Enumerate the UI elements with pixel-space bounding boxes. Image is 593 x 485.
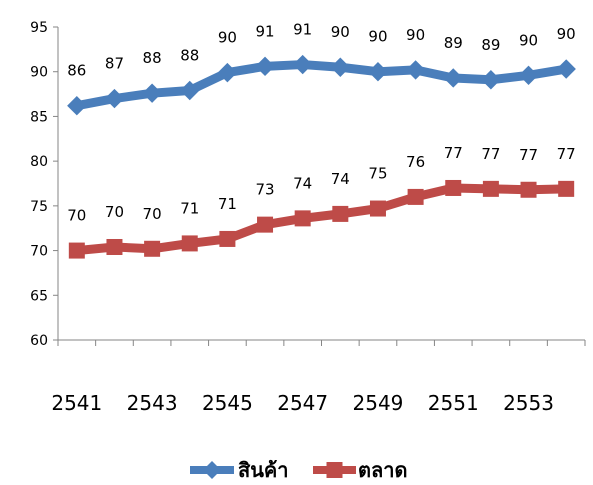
y-tick-label: 75 [30,199,48,215]
series-2-point [68,242,85,259]
data-label: 71 [218,195,237,213]
series-2-point [106,238,123,255]
x-tick-label: 2547 [277,391,328,415]
series-2-point [445,179,462,196]
series-1-point [67,95,87,116]
series-2-point [257,216,274,233]
series-1-point [556,59,576,79]
y-tick-label: 65 [30,288,48,304]
data-label: 88 [180,46,199,64]
data-label: 90 [368,28,387,46]
x-tick-label: 2543 [127,391,178,415]
data-label: 77 [444,144,463,162]
series-2-point [369,200,386,217]
x-tick-label: 2541 [51,391,102,415]
y-tick-label: 70 [30,244,48,260]
series-2-point [407,188,424,205]
y-tick-label: 80 [30,154,48,170]
data-label: 77 [481,145,500,163]
legend-marker-diamond [203,461,221,479]
data-label: 74 [331,170,350,188]
data-label: 90 [331,23,350,41]
data-label: 70 [67,207,86,225]
data-label: 70 [105,203,124,221]
data-label: 74 [293,174,312,192]
data-label: 71 [180,199,199,217]
series-2-point [144,240,161,257]
data-label: 91 [293,21,312,39]
series-2-point [181,235,198,252]
series-2-point [558,180,575,197]
series-2-point [219,230,236,247]
series-1-point [292,54,313,75]
series-1-point [180,80,200,101]
series-2-point [294,210,311,227]
data-label: 90 [406,26,425,44]
data-label: 89 [481,36,500,54]
x-tick-label: 2553 [503,391,554,415]
data-label: 91 [255,22,274,40]
series-1-point [368,62,388,82]
data-label: 76 [406,153,425,171]
series-1-point [104,88,125,109]
y-tick-label: 85 [30,109,48,125]
data-label: 73 [255,181,274,199]
legend-label-1: สินค้า [238,458,289,482]
series-1-point [518,65,539,85]
x-tick-label: 2545 [202,391,253,415]
series-1-point [481,70,501,90]
series-1-point [330,57,351,77]
series-1-point [443,68,463,88]
series-2-point [520,181,537,198]
series-1-point [405,60,426,80]
y-tick-label: 90 [30,65,48,81]
data-label: 75 [368,165,387,183]
data-label: 89 [444,34,463,52]
x-tick-label: 2551 [428,391,479,415]
data-label: 90 [557,25,576,43]
data-label: 90 [519,31,538,49]
y-tick-label: 60 [30,333,48,349]
series-2-point [482,180,499,197]
series-1-point [217,62,238,83]
legend-label-2: ตลาด [358,458,407,482]
data-label: 90 [218,29,237,47]
y-tick-label: 95 [30,20,48,36]
data-label: 88 [143,49,162,67]
series-1-point [142,83,162,103]
series-2-point [332,205,349,222]
x-tick-label: 2549 [353,391,404,415]
legend-marker-square [326,462,343,478]
data-label: 86 [67,62,86,80]
series-1-point [255,56,275,77]
data-label: 77 [557,145,576,163]
data-label: 87 [105,55,124,73]
data-label: 70 [143,205,162,223]
data-label: 77 [519,146,538,164]
